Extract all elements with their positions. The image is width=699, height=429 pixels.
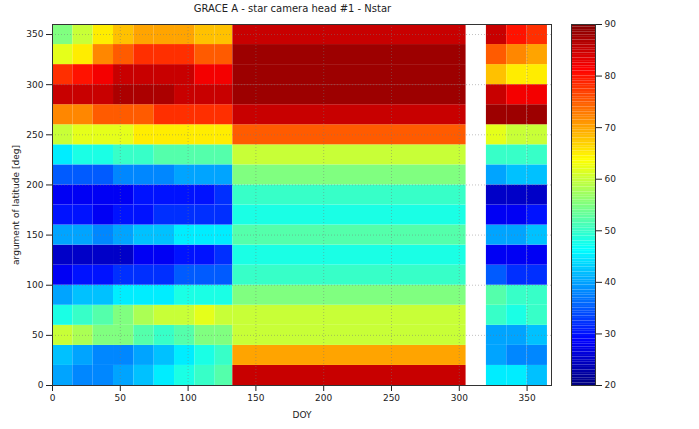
svg-text:30: 30: [605, 329, 617, 339]
svg-text:200: 200: [315, 393, 332, 403]
svg-text:argument of latitude [deg]: argument of latitude [deg]: [11, 145, 21, 265]
svg-text:100: 100: [26, 280, 43, 290]
svg-text:150: 150: [26, 230, 43, 240]
svg-text:90: 90: [605, 19, 617, 29]
svg-text:350: 350: [26, 29, 43, 39]
svg-text:50: 50: [32, 330, 44, 340]
svg-text:250: 250: [383, 393, 400, 403]
svg-text:20: 20: [605, 380, 617, 390]
svg-text:350: 350: [518, 393, 535, 403]
svg-text:50: 50: [115, 393, 127, 403]
svg-text:70: 70: [605, 123, 617, 133]
svg-text:40: 40: [605, 277, 617, 287]
svg-text:0: 0: [50, 393, 56, 403]
svg-text:50: 50: [605, 226, 617, 236]
svg-text:150: 150: [247, 393, 264, 403]
svg-text:80: 80: [605, 71, 617, 81]
svg-text:300: 300: [26, 80, 43, 90]
svg-text:100: 100: [180, 393, 197, 403]
svg-text:200: 200: [26, 180, 43, 190]
svg-text:0: 0: [38, 380, 44, 390]
svg-text:DOY: DOY: [292, 410, 312, 420]
svg-text:250: 250: [26, 130, 43, 140]
svg-text:60: 60: [605, 174, 617, 184]
html-text:GRACE A - star camera head #1: GRACE A - star camera head #1 - Nstar: [193, 3, 392, 14]
svg-text:300: 300: [451, 393, 468, 403]
